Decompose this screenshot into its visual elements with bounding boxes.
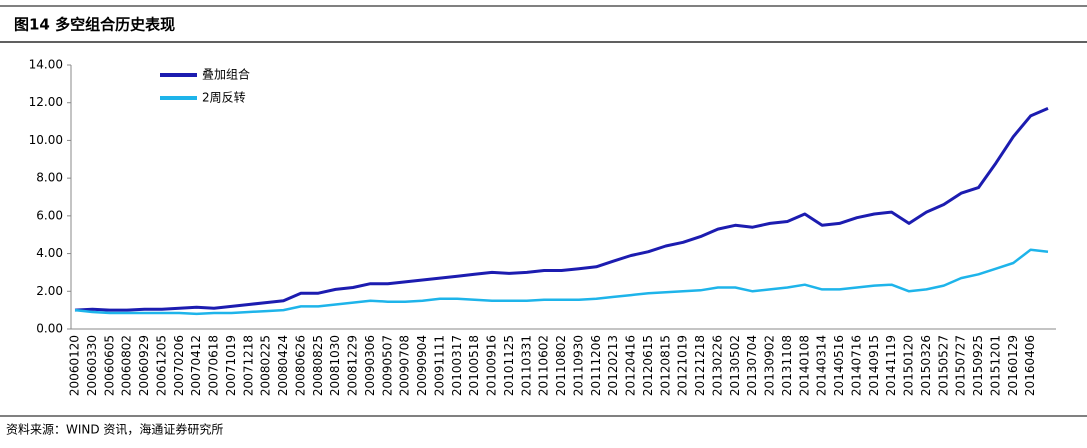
x-tick-label: 20110802	[554, 335, 568, 396]
x-tick-label: 20090306	[363, 335, 377, 396]
x-tick-label: 20150527	[936, 335, 950, 396]
series-line	[74, 248, 1049, 316]
x-tick-label: 20081030	[328, 335, 342, 396]
y-tick-label: 10.00	[29, 133, 63, 147]
y-tick-label: 0.00	[36, 322, 63, 336]
chart-title: 图14 多空组合历史表现	[14, 16, 175, 34]
x-tick-label: 20130226	[710, 335, 724, 396]
x-tick-label: 20130704	[745, 335, 759, 396]
y-tick-label: 8.00	[36, 171, 63, 185]
x-tick-label: 20160406	[1023, 335, 1037, 396]
x-tick-label: 20130502	[728, 335, 742, 396]
source: 资料来源：WIND 资讯，海通证券研究所	[6, 422, 223, 437]
x-tick-label: 20150120	[902, 335, 916, 396]
x-tick-label: 20080626	[293, 335, 307, 396]
x-tick-label: 20140516	[832, 335, 846, 396]
x-tick-label: 20101125	[502, 335, 516, 396]
x-tick-label: 20071218	[241, 335, 255, 396]
series-line	[74, 107, 1049, 312]
x-tick-label: 20130902	[763, 335, 777, 396]
x-tick-label: 20121218	[693, 335, 707, 396]
x-tick-label: 20110331	[519, 335, 533, 396]
x-tick-label: 20150727	[954, 335, 968, 396]
x-tick-label: 20141119	[884, 335, 898, 396]
x-tick-label: 20090708	[398, 335, 412, 396]
x-tick-label: 20140716	[849, 335, 863, 396]
x-tick-label: 20060802	[120, 335, 134, 396]
x-tick-label: 20120815	[658, 335, 672, 396]
x-tick-label: 20120416	[624, 335, 638, 396]
x-tick-label: 20080825	[311, 335, 325, 396]
x-tick-label: 20140915	[867, 335, 881, 396]
x-tick-label: 20060605	[102, 335, 116, 396]
x-tick-label: 20060929	[137, 335, 151, 396]
x-tick-label: 20111206	[589, 335, 603, 396]
y-tick-label: 6.00	[36, 208, 63, 222]
x-tick-label: 20090904	[415, 335, 429, 396]
x-tick-label: 20070206	[172, 335, 186, 396]
x-tick-label: 20060330	[85, 335, 99, 396]
x-tick-label: 20080225	[259, 335, 273, 396]
x-tick-label: 20140314	[815, 335, 829, 396]
x-tick-label: 20150925	[971, 335, 985, 396]
x-tick-label: 20080424	[276, 335, 290, 396]
x-tick-label: 20120615	[641, 335, 655, 396]
x-tick-label: 20140108	[797, 335, 811, 396]
x-tick-label: 20151201	[988, 335, 1002, 396]
x-tick-label: 20100317	[450, 335, 464, 396]
y-tick-label: 4.00	[36, 246, 63, 260]
x-tick-label: 20100916	[485, 335, 499, 396]
legend-label: 2周反转	[202, 90, 246, 105]
x-tick-label: 20091111	[432, 335, 446, 396]
x-tick-label: 20121019	[676, 335, 690, 396]
x-tick-label: 20060120	[68, 335, 82, 396]
y-tick-label: 14.00	[29, 58, 63, 72]
x-tick-label: 20160129	[1006, 335, 1020, 396]
x-tick-label: 20071019	[224, 335, 238, 396]
x-tick-label: 20061205	[154, 335, 168, 396]
x-tick-label: 20100518	[467, 335, 481, 396]
x-tick-label: 20081229	[346, 335, 360, 396]
legend-label: 叠加组合	[202, 67, 250, 82]
x-tick-label: 20120213	[606, 335, 620, 396]
x-tick-label: 20090507	[380, 335, 394, 396]
x-tick-label: 20150326	[919, 335, 933, 396]
x-tick-label: 20131108	[780, 335, 794, 396]
y-tick-label: 12.00	[29, 95, 63, 109]
x-tick-label: 20110602	[537, 335, 551, 396]
x-tick-label: 20070412	[189, 335, 203, 396]
y-tick-label: 2.00	[36, 284, 63, 298]
x-tick-label: 20110930	[571, 335, 585, 396]
x-tick-label: 20070618	[207, 335, 221, 396]
